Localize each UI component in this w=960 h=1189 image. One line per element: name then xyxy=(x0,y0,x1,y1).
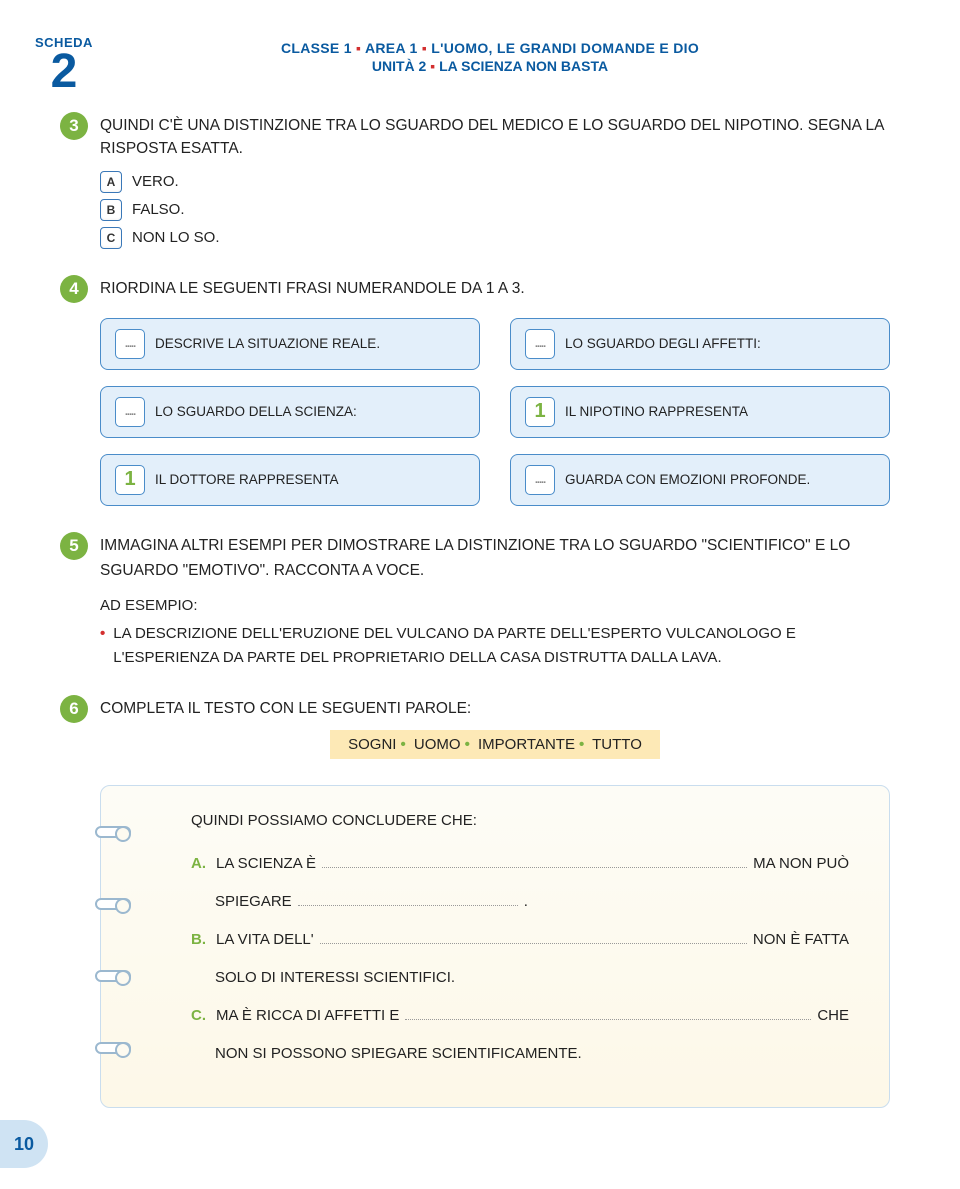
reorder-input[interactable]: 1 xyxy=(525,397,555,427)
reorder-text: DESCRIVE LA SITUAZIONE REALE. xyxy=(155,336,380,351)
notebook-rings xyxy=(95,826,131,1054)
header-line-2: UNITÀ 2 ▪ LA SCIENZA NON BASTA xyxy=(90,58,890,74)
reorder-text: IL NIPOTINO RAPPRESENTA xyxy=(565,404,748,419)
option-a[interactable]: A VERO. xyxy=(100,171,890,193)
question-3: 3 QUINDI C'È UNA DISTINZIONE TRA LO SGUA… xyxy=(100,114,890,249)
example-bullet: • LA DESCRIZIONE DELL'ERUZIONE DEL VULCA… xyxy=(100,622,890,669)
question-number: 5 xyxy=(60,532,88,560)
question-4: 4 RIORDINA LE SEGUENTI FRASI NUMERANDOLE… xyxy=(100,277,890,506)
conclude-line-a2: SPIEGARE . xyxy=(191,887,849,917)
worksheet-page: SCHEDA 2 CLASSE 1 ▪ AREA 1 ▪ L'UOMO, LE … xyxy=(0,0,960,1186)
question-number: 3 xyxy=(60,112,88,140)
reorder-text: LO SGUARDO DELLA SCIENZA: xyxy=(155,404,357,419)
header-line-1: CLASSE 1 ▪ AREA 1 ▪ L'UOMO, LE GRANDI DO… xyxy=(90,40,890,56)
page-number: 10 xyxy=(0,1120,48,1168)
conclude-line-a: A. LA SCIENZA È MA NON PUÒ xyxy=(191,849,849,879)
reorder-input[interactable]: ..... xyxy=(115,329,145,359)
reorder-text: GUARDA CON EMOZIONI PROFONDE. xyxy=(565,472,810,487)
reorder-card[interactable]: 1 IL NIPOTINO RAPPRESENTA xyxy=(510,386,890,438)
ring-icon xyxy=(95,898,131,910)
blank-input[interactable] xyxy=(405,1005,811,1020)
page-header: CLASSE 1 ▪ AREA 1 ▪ L'UOMO, LE GRANDI DO… xyxy=(40,40,890,74)
scheda-number: 2 xyxy=(35,50,93,93)
option-letter: A xyxy=(100,171,122,193)
blank-input[interactable] xyxy=(298,891,518,906)
reorder-card[interactable]: ..... GUARDA CON EMOZIONI PROFONDE. xyxy=(510,454,890,506)
option-letter: B xyxy=(100,199,122,221)
reorder-card[interactable]: 1 IL DOTTORE RAPPRESENTA xyxy=(100,454,480,506)
reorder-text: IL DOTTORE RAPPRESENTA xyxy=(155,472,339,487)
blank-input[interactable] xyxy=(320,929,747,944)
ring-icon xyxy=(95,826,131,838)
reorder-card[interactable]: ..... LO SGUARDO DEGLI AFFETTI: xyxy=(510,318,890,370)
question-6: 6 COMPLETA IL TESTO CON LE SEGUENTI PARO… xyxy=(100,697,890,1108)
reorder-grid: ..... DESCRIVE LA SITUAZIONE REALE. ....… xyxy=(100,318,890,506)
conclude-line-b2: SOLO DI INTERESSI SCIENTIFICI. xyxy=(191,963,849,993)
blank-input[interactable] xyxy=(322,853,747,868)
reorder-text: LO SGUARDO DEGLI AFFETTI: xyxy=(565,336,761,351)
reorder-card[interactable]: ..... DESCRIVE LA SITUAZIONE REALE. xyxy=(100,318,480,370)
conclude-line-c: C. MA È RICCA DI AFFETTI E CHE xyxy=(191,1001,849,1031)
question-number: 4 xyxy=(60,275,88,303)
option-label: FALSO. xyxy=(132,201,185,218)
reorder-input[interactable]: ..... xyxy=(115,397,145,427)
option-label: VERO. xyxy=(132,173,179,190)
question-text: QUINDI C'È UNA DISTINZIONE TRA LO SGUARD… xyxy=(100,114,890,161)
word-bank-inner: SOGNI• UOMO• IMPORTANTE• TUTTO xyxy=(330,730,660,759)
option-c[interactable]: C NON LO SO. xyxy=(100,227,890,249)
word-bank: SOGNI• UOMO• IMPORTANTE• TUTTO xyxy=(100,730,890,759)
reorder-card[interactable]: ..... LO SGUARDO DELLA SCIENZA: xyxy=(100,386,480,438)
conclude-line-b: B. LA VITA DELL' NON È FATTA xyxy=(191,925,849,955)
question-options: A VERO. B FALSO. C NON LO SO. xyxy=(100,171,890,249)
scheda-badge: SCHEDA 2 xyxy=(35,35,93,93)
question-subtext: AD ESEMPIO: xyxy=(100,597,890,614)
question-5: 5 IMMAGINA ALTRI ESEMPI PER DIMOSTRARE L… xyxy=(100,534,890,669)
ring-icon xyxy=(95,970,131,982)
reorder-input[interactable]: ..... xyxy=(525,329,555,359)
option-b[interactable]: B FALSO. xyxy=(100,199,890,221)
question-number: 6 xyxy=(60,695,88,723)
reorder-input[interactable]: 1 xyxy=(115,465,145,495)
option-letter: C xyxy=(100,227,122,249)
question-text: COMPLETA IL TESTO CON LE SEGUENTI PAROLE… xyxy=(100,697,890,720)
option-label: NON LO SO. xyxy=(132,229,220,246)
question-text: IMMAGINA ALTRI ESEMPI PER DIMOSTRARE LA … xyxy=(100,534,890,584)
bullet-text: LA DESCRIZIONE DELL'ERUZIONE DEL VULCANO… xyxy=(113,622,890,669)
conclude-line-c2: NON SI POSSONO SPIEGARE SCIENTIFICAMENTE… xyxy=(191,1039,849,1069)
bullet-icon: • xyxy=(100,622,105,669)
reorder-input[interactable]: ..... xyxy=(525,465,555,495)
conclude-box: QUINDI POSSIAMO CONCLUDERE CHE: A. LA SC… xyxy=(100,785,890,1108)
ring-icon xyxy=(95,1042,131,1054)
conclude-title: QUINDI POSSIAMO CONCLUDERE CHE: xyxy=(191,812,849,829)
question-text: RIORDINA LE SEGUENTI FRASI NUMERANDOLE D… xyxy=(100,277,890,300)
